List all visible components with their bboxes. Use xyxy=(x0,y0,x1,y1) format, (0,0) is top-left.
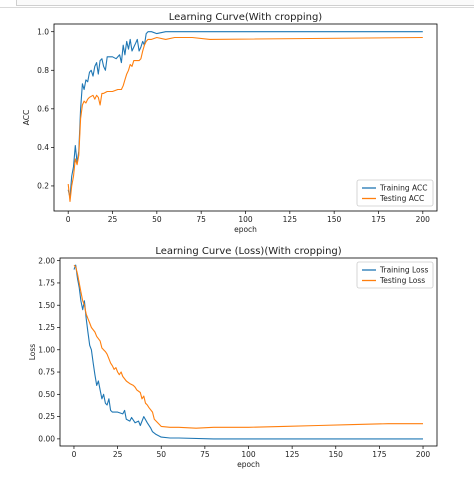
legend-box xyxy=(356,179,434,207)
x-tick-label: 150 xyxy=(327,215,342,224)
legend-label-training-acc: Training ACC xyxy=(379,184,427,193)
series-line-testing-acc xyxy=(67,36,423,202)
x-tick-label: 25 xyxy=(113,450,123,459)
x-tick-label: 150 xyxy=(329,450,344,459)
y-tick-label: 0.00 xyxy=(38,434,55,443)
y-tick-label: 2.00 xyxy=(38,256,55,265)
accuracy-chart: Learning Curve(With cropping) 0 25 50 75 100 1… xyxy=(22,12,438,234)
x-tick-label: 100 xyxy=(241,450,256,459)
y-axis-label: ACC xyxy=(22,110,31,125)
x-tick-label: 175 xyxy=(372,450,387,459)
legend-label-testing-loss: Testing Loss xyxy=(379,276,425,285)
legend-label-training-loss: Training Loss xyxy=(379,266,429,275)
x-tick-label: 125 xyxy=(283,215,298,224)
y-tick-label: 0.75 xyxy=(38,368,55,377)
x-tick-label: 100 xyxy=(238,215,253,224)
loss-chart: Learning Curve (Loss)(With cropping) 0 25 5… xyxy=(28,246,438,469)
x-tick-label: 75 xyxy=(196,215,206,224)
y-axis-label: Loss xyxy=(28,344,37,361)
y-tick-label: 0.25 xyxy=(38,412,55,421)
chart-title: Learning Curve(With cropping) xyxy=(169,12,323,23)
y-tick-label: 0.4 xyxy=(37,143,49,152)
series-line-testing-loss xyxy=(73,264,423,429)
x-tick-label: 0 xyxy=(72,450,77,459)
x-axis-label: epoch xyxy=(234,225,257,234)
notebook-output-topbar xyxy=(0,0,474,8)
y-tick-label: 0.2 xyxy=(37,182,49,191)
y-tick-label: 1.25 xyxy=(38,323,55,332)
y-tick-label: 1.75 xyxy=(38,279,55,288)
x-tick-label: 175 xyxy=(371,215,386,224)
x-tick-label: 75 xyxy=(200,450,210,459)
x-tick-label: 200 xyxy=(416,450,431,459)
chart-title: Learning Curve (Loss)(With cropping) xyxy=(155,246,341,257)
output-cell-edge xyxy=(16,0,474,6)
x-tick-label: 50 xyxy=(156,450,166,459)
legend-box xyxy=(356,261,434,289)
x-tick-label: 125 xyxy=(285,450,300,459)
legend-label-testing-acc: Testing ACC xyxy=(379,194,424,203)
x-axis-label: epoch xyxy=(237,460,260,469)
series-line-training-acc xyxy=(67,31,423,199)
y-tick-label: 0.6 xyxy=(37,104,49,113)
y-tick-label: 0.50 xyxy=(38,390,55,399)
y-tick-label: 1.00 xyxy=(38,345,55,354)
y-tick-label: 1.50 xyxy=(38,301,55,310)
series-line-training-loss xyxy=(73,264,423,440)
y-tick-label: 1.0 xyxy=(37,27,49,36)
x-tick-label: 25 xyxy=(108,215,118,224)
y-tick-label: 0.8 xyxy=(37,66,49,75)
x-tick-label: 0 xyxy=(66,215,71,224)
x-tick-label: 200 xyxy=(416,215,431,224)
x-tick-label: 50 xyxy=(152,215,162,224)
